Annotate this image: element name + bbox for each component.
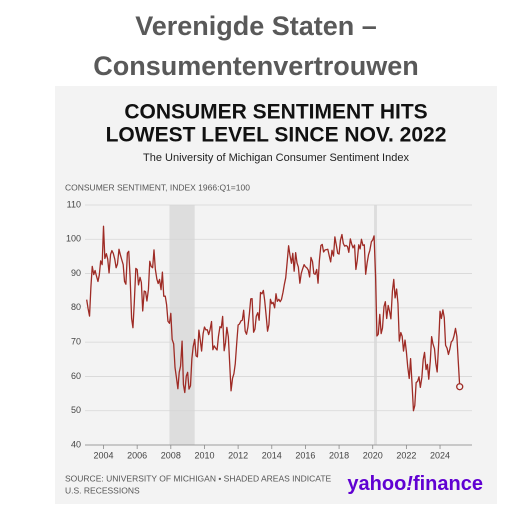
end-point (456, 383, 464, 391)
y-axis-label: CONSUMER SENTIMENT, INDEX 1966:Q1=100 (65, 182, 250, 192)
x-tick-label: 2014 (262, 450, 282, 460)
x-tick-label: 2004 (93, 450, 113, 460)
y-tick-label: 80 (71, 302, 81, 312)
logo-part: ! (406, 473, 413, 495)
y-tick-label: 110 (67, 199, 81, 209)
y-tick-label: 60 (71, 371, 81, 381)
chart-subtitle: The University of Michigan Consumer Sent… (143, 152, 409, 164)
logo-part: finance (413, 473, 483, 495)
source-note: U.S. RECESSIONS (65, 485, 140, 495)
chart-title: CONSUMER SENTIMENT HITS (124, 101, 427, 124)
data-line (86, 225, 461, 412)
source-note: SOURCE: UNIVERSITY OF MICHIGAN • SHADED … (65, 473, 332, 483)
x-tick-label: 2018 (329, 450, 349, 460)
chart-title: LOWEST LEVEL SINCE NOV. 2022 (106, 124, 447, 147)
x-tick-label: 2006 (127, 450, 147, 460)
x-tick-label: 2024 (430, 450, 450, 460)
heading-line: Verenigde Staten – (135, 11, 377, 41)
logo-part: yahoo (347, 473, 406, 495)
y-tick-label: 40 (71, 439, 81, 449)
x-tick-label: 2012 (228, 450, 248, 460)
x-tick-label: 2010 (194, 450, 214, 460)
x-tick-label: 2008 (161, 450, 181, 460)
y-tick-label: 100 (66, 234, 81, 244)
x-tick-label: 2022 (396, 450, 416, 460)
y-tick-label: 50 (71, 405, 81, 415)
recession-band (374, 205, 377, 445)
heading-line: Consumentenvertrouwen (93, 51, 419, 81)
plot-area: 40 50 60 70 80 90 100 110 2004 2006 2008 2010 2012 20… (66, 199, 472, 460)
recession-band (169, 205, 195, 445)
x-tick-label: 2020 (363, 450, 383, 460)
logo: yahoo!finance (347, 473, 483, 495)
x-tick-label: 2016 (295, 450, 315, 460)
y-tick-label: 90 (71, 268, 81, 278)
y-tick-label: 70 (71, 337, 81, 347)
